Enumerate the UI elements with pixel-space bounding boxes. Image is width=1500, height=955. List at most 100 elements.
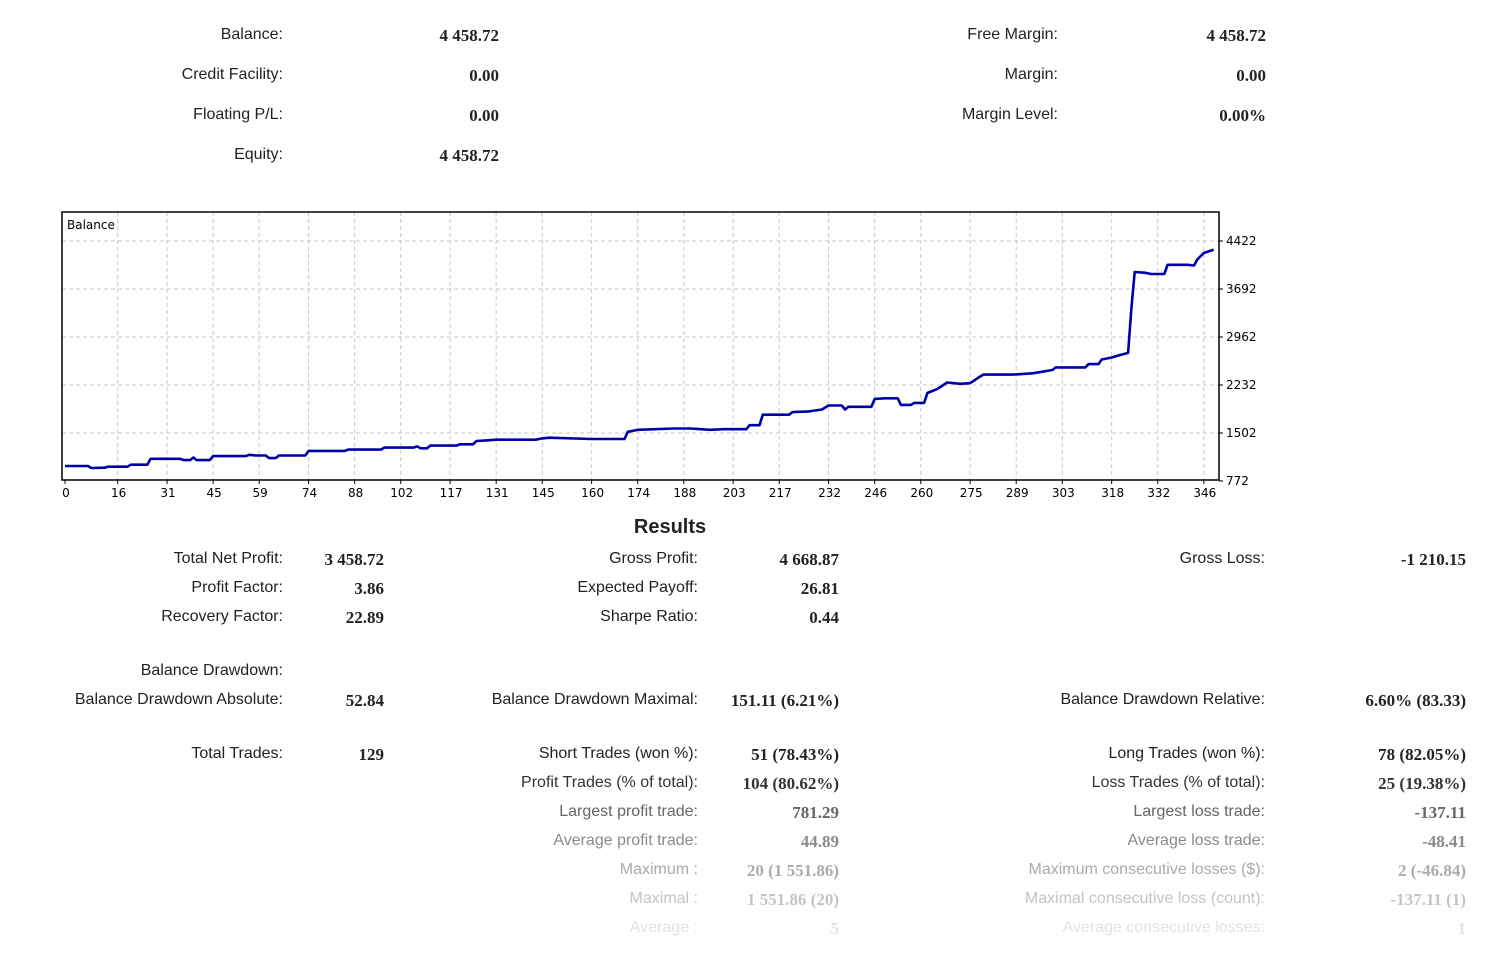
x-tick-label: 145 — [532, 486, 555, 500]
result-value: 44.89 — [800, 832, 839, 851]
x-tick-label: 102 — [390, 486, 413, 500]
result-value: 104 (80.62%) — [742, 774, 839, 793]
result-label: Average : — [629, 919, 698, 936]
result-value: 781.29 — [792, 803, 839, 822]
result-label: Average profit trade: — [553, 832, 698, 849]
result-label: Largest profit trade: — [559, 803, 698, 820]
result-value: 3 458.72 — [324, 550, 385, 569]
result-value: 51 (78.43%) — [751, 745, 839, 764]
x-tick-label: 0 — [62, 486, 70, 500]
x-tick-label: 160 — [581, 486, 604, 500]
result-value: 1 551.86 (20) — [746, 890, 839, 909]
x-tick-label: 217 — [769, 486, 792, 500]
balance-label: Balance: — [220, 26, 283, 43]
result-label: Profit Factor: — [191, 579, 283, 596]
y-tick-label: 2232 — [1226, 378, 1257, 392]
equity-label: Equity: — [234, 146, 283, 163]
result-label: Recovery Factor: — [161, 608, 283, 625]
result-value: 5 — [830, 919, 840, 938]
x-tick-label: 131 — [486, 486, 509, 500]
result-value: 6.60% (83.33) — [1365, 691, 1466, 710]
result-label: Maximum consecutive losses ($): — [1028, 861, 1265, 878]
free-margin-value: 4 458.72 — [1206, 26, 1267, 45]
x-tick-label: 45 — [206, 486, 221, 500]
x-tick-label: 303 — [1052, 486, 1075, 500]
result-label: Largest loss trade: — [1133, 803, 1265, 820]
x-tick-label: 16 — [111, 486, 126, 500]
result-label: Gross Profit: — [609, 550, 698, 567]
result-label: Maximal consecutive loss (count): — [1024, 890, 1265, 907]
x-tick-label: 59 — [253, 486, 268, 500]
result-label: Average loss trade: — [1127, 832, 1265, 849]
result-label: Balance Drawdown: — [140, 662, 283, 679]
chart-frame — [61, 211, 1220, 481]
result-label: Balance Drawdown Relative: — [1060, 691, 1265, 708]
result-label: Total Trades: — [191, 745, 283, 762]
result-value: 78 (82.05%) — [1378, 745, 1466, 764]
floating-value: 0.00 — [469, 106, 499, 125]
result-value: 20 (1 551.86) — [746, 861, 839, 880]
x-tick-label: 232 — [818, 486, 841, 500]
result-label: Sharpe Ratio: — [600, 608, 698, 625]
result-value: 1 — [1457, 919, 1467, 938]
result-label: Balance Drawdown Maximal: — [491, 691, 698, 708]
x-tick-label: 88 — [348, 486, 363, 500]
result-value: 25 (19.38%) — [1378, 774, 1466, 793]
result-label: Maximum : — [619, 861, 698, 878]
floating-label: Floating P/L: — [193, 106, 283, 123]
result-label: Long Trades (won %): — [1108, 745, 1265, 762]
x-tick-label: 74 — [302, 486, 317, 500]
y-tick-label: 3692 — [1226, 282, 1257, 296]
x-tick-label: 275 — [960, 486, 983, 500]
result-value: 0.44 — [809, 608, 839, 627]
result-label: Gross Loss: — [1179, 550, 1265, 567]
x-tick-label: 246 — [864, 486, 887, 500]
x-tick-label: 117 — [440, 486, 463, 500]
x-tick-label: 318 — [1101, 486, 1124, 500]
credit-value: 0.00 — [469, 66, 499, 85]
y-tick-label: 1502 — [1226, 426, 1257, 440]
result-value: 3.86 — [354, 579, 384, 598]
result-value: 2 (-46.84) — [1398, 861, 1466, 880]
result-value: 4 668.87 — [779, 550, 840, 569]
result-label: Balance Drawdown Absolute: — [74, 691, 283, 708]
x-tick-label: 203 — [723, 486, 746, 500]
x-tick-label: 174 — [627, 486, 650, 500]
result-label: Average consecutive losses: — [1062, 919, 1265, 936]
result-value: 129 — [358, 745, 385, 764]
results-title: Results — [633, 516, 707, 538]
balance-value: 4 458.72 — [439, 26, 500, 45]
result-value: 52.84 — [345, 691, 384, 710]
balance-chart: Balance 0 16 31 45 59 74 88 102 117 131 145 160 174 1… — [61, 211, 1257, 500]
x-tick-label: 346 — [1193, 486, 1216, 500]
x-tick-label: 260 — [910, 486, 933, 500]
result-label: Expected Payoff: — [577, 579, 698, 596]
margin-level-label: Margin Level: — [961, 106, 1058, 123]
x-tick-label: 31 — [160, 486, 175, 500]
equity-value: 4 458.72 — [439, 146, 500, 165]
balance-series-line — [65, 248, 1215, 470]
y-tick-label: 772 — [1226, 474, 1249, 488]
x-tick-label: 332 — [1147, 486, 1170, 500]
result-value: -48.41 — [1422, 832, 1466, 851]
x-tick-label: 188 — [673, 486, 696, 500]
result-value: -1 210.15 — [1400, 550, 1466, 569]
result-value: -137.11 — [1414, 803, 1466, 822]
y-tick-label: 2962 — [1226, 330, 1257, 344]
result-label: Loss Trades (% of total): — [1091, 774, 1265, 791]
chart-grid — [62, 212, 1219, 480]
margin-level-value: 0.00% — [1219, 106, 1266, 125]
result-value: 26.81 — [800, 579, 839, 598]
margin-label: Margin: — [1004, 66, 1058, 83]
result-value: 151.11 (6.21%) — [730, 691, 839, 710]
free-margin-label: Free Margin: — [967, 26, 1058, 43]
credit-label: Credit Facility: — [181, 66, 283, 83]
x-tick-label: 289 — [1006, 486, 1029, 500]
y-tick-label: 4422 — [1226, 234, 1257, 248]
chart-axes: 0 16 31 45 59 74 88 102 117 131 145 160 174 188 203 217… — [62, 234, 1256, 500]
result-label: Maximal : — [629, 890, 698, 907]
result-label: Short Trades (won %): — [538, 745, 698, 762]
result-label: Total Net Profit: — [173, 550, 283, 567]
result-value: 22.89 — [345, 608, 384, 627]
result-value: -137.11 (1) — [1390, 890, 1466, 909]
